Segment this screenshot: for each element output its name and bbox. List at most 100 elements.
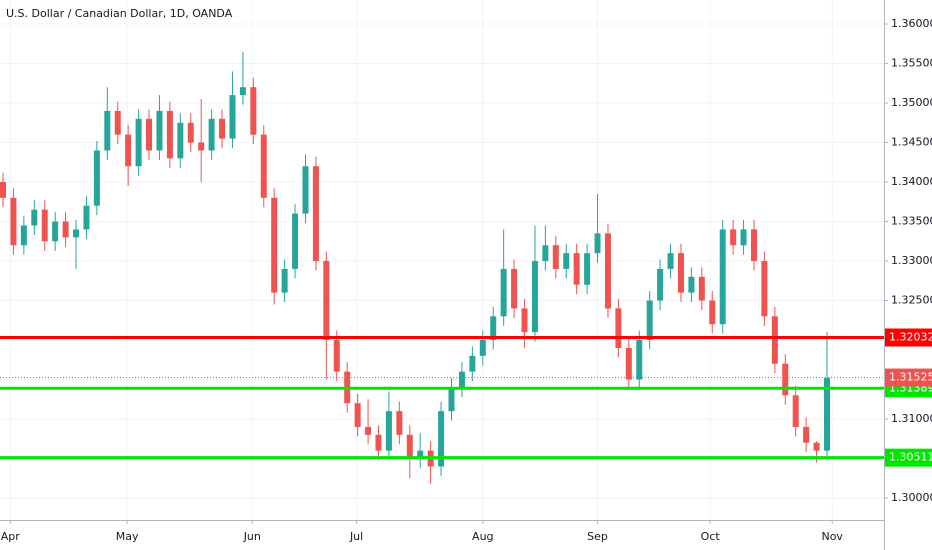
- candle-body: [135, 118, 142, 167]
- candle-body: [479, 340, 486, 356]
- candle-body: [657, 268, 664, 301]
- y-tick-label: 1.35500: [891, 57, 932, 70]
- candle-body: [531, 261, 538, 333]
- candle-body: [573, 253, 580, 285]
- candle-body: [677, 253, 684, 293]
- candle-body: [104, 110, 111, 151]
- candle-body: [730, 229, 737, 246]
- last-price-box: [885, 368, 932, 387]
- x-tick-label: Jul: [349, 530, 363, 543]
- candle-body: [385, 411, 392, 451]
- candle-body: [0, 182, 6, 198]
- candle-body: [292, 213, 299, 269]
- x-tick-label: Sep: [587, 530, 608, 543]
- candle-body: [312, 166, 319, 262]
- candles: [0, 51, 830, 484]
- candle-body: [552, 245, 559, 269]
- y-tick-label: 1.36000: [891, 17, 932, 30]
- candle-body: [62, 221, 69, 238]
- candle-body: [646, 300, 653, 341]
- y-tick-label: 1.31000: [891, 412, 932, 425]
- last-price-label: 1.31525: [889, 371, 932, 384]
- level-label-box: [885, 328, 932, 347]
- candle-body: [490, 316, 497, 341]
- candle-body: [114, 110, 121, 135]
- candle-body: [667, 253, 674, 269]
- candle-body: [824, 377, 830, 451]
- candle-body: [604, 233, 611, 309]
- candle-body: [271, 197, 278, 293]
- y-tick-label: 1.34500: [891, 136, 932, 149]
- candle-body: [500, 268, 507, 317]
- candle-body: [375, 434, 382, 451]
- y-tick-label: 1.32500: [891, 294, 932, 307]
- candle-body: [511, 268, 518, 309]
- y-tick-label: 1.33000: [891, 254, 932, 267]
- level-label-box: [885, 448, 932, 467]
- candle-body: [365, 426, 372, 435]
- candle-body: [740, 229, 747, 246]
- candle-body: [792, 395, 799, 427]
- candle-body: [698, 276, 705, 301]
- candle-body: [406, 434, 413, 459]
- candle-body: [813, 442, 820, 451]
- x-tick-label: Nov: [821, 530, 843, 543]
- candle-body: [187, 122, 194, 143]
- candle-body: [323, 261, 330, 341]
- candle-body: [688, 276, 695, 293]
- x-tick-label: Apr: [1, 530, 21, 543]
- candle-body: [52, 221, 59, 242]
- y-tick-label: 1.35000: [891, 96, 932, 109]
- overlays: [0, 336, 884, 460]
- candle-body: [281, 268, 288, 293]
- candle-body: [93, 150, 100, 206]
- candle-body: [458, 371, 465, 388]
- candle-body: [469, 355, 476, 372]
- candle-body: [417, 450, 424, 459]
- candle-body: [219, 118, 226, 139]
- candle-body: [584, 253, 591, 285]
- candle-body: [41, 209, 48, 242]
- candle-body: [125, 134, 132, 167]
- x-tick-label: Aug: [472, 530, 493, 543]
- candle-body: [250, 87, 257, 135]
- candle-body: [625, 347, 632, 380]
- y-tick-label: 1.30000: [891, 491, 932, 504]
- candle-body: [239, 87, 246, 96]
- candle-body: [438, 411, 445, 467]
- y-tick-label: 1.33500: [891, 215, 932, 228]
- candle-body: [636, 340, 643, 380]
- candle-body: [198, 142, 205, 151]
- candle-body: [782, 363, 789, 396]
- y-tick-label: 1.34000: [891, 175, 932, 188]
- candle-body: [719, 229, 726, 325]
- candle-body: [771, 316, 778, 364]
- candle-body: [31, 209, 38, 226]
- candle-body: [615, 308, 622, 348]
- candle-body: [146, 118, 153, 151]
- candle-body: [521, 308, 528, 333]
- candle-body: [156, 110, 163, 151]
- candle-body: [10, 197, 17, 246]
- level-label: 1.30511: [889, 451, 932, 464]
- candle-body: [208, 118, 215, 151]
- candle-body: [260, 134, 267, 198]
- chart-title: U.S. Dollar / Canadian Dollar, 1D, OANDA: [6, 7, 233, 20]
- candle-body: [20, 225, 27, 246]
- candle-body: [750, 229, 757, 262]
- level-label: 1.32032: [889, 331, 932, 344]
- candle-body: [354, 403, 361, 427]
- x-tick-label: Oct: [701, 530, 721, 543]
- candle-body: [761, 261, 768, 317]
- x-tick-label: May: [116, 530, 139, 543]
- candle-body: [448, 387, 455, 412]
- x-tick-label: Jun: [243, 530, 261, 543]
- candle-body: [302, 166, 309, 214]
- candle-body: [563, 253, 570, 269]
- candle-body: [709, 300, 716, 325]
- candle-body: [542, 245, 549, 262]
- candle-body: [803, 426, 810, 443]
